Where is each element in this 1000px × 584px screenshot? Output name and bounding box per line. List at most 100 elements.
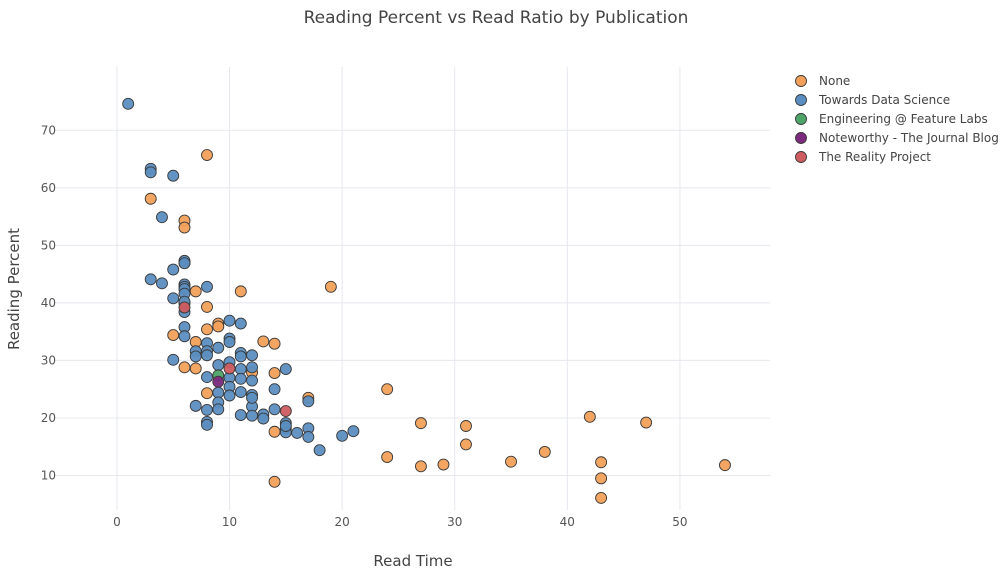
data-point[interactable]: [201, 323, 213, 336]
data-point[interactable]: [279, 420, 292, 432]
data-point[interactable]: [167, 329, 180, 342]
data-point[interactable]: [234, 372, 247, 385]
data-point[interactable]: [201, 149, 213, 161]
data-point[interactable]: [538, 445, 551, 458]
data-point[interactable]: [505, 455, 517, 468]
legend: None Towards Data Science Engineering @ Fe…: [795, 74, 999, 164]
legend-label: Engineering @ Feature Labs: [819, 112, 988, 126]
legend-label: The Reality Project: [818, 150, 931, 164]
data-point[interactable]: [246, 349, 258, 362]
legend-item[interactable]: The Reality Project: [795, 150, 932, 164]
data-point[interactable]: [189, 362, 202, 375]
data-point[interactable]: [156, 211, 168, 224]
data-point[interactable]: [268, 383, 281, 396]
data-point[interactable]: [414, 460, 427, 473]
data-point[interactable]: [414, 417, 427, 430]
data-point[interactable]: [246, 409, 258, 422]
data-point[interactable]: [257, 412, 270, 425]
data-point[interactable]: [144, 192, 157, 205]
data-point[interactable]: [234, 386, 247, 399]
data-point[interactable]: [595, 472, 608, 485]
data-point[interactable]: [302, 430, 315, 443]
data-point[interactable]: [268, 367, 281, 380]
legend-item[interactable]: Noteworthy - The Journal Blog: [795, 131, 999, 145]
legend-item[interactable]: Engineering @ Feature Labs: [795, 112, 988, 126]
data-point[interactable]: [212, 320, 225, 333]
data-point[interactable]: [167, 263, 180, 276]
x-tick-label: 40: [560, 515, 575, 529]
data-point[interactable]: [246, 374, 258, 387]
legend-marker: [795, 94, 807, 106]
data-point[interactable]: [313, 444, 326, 457]
y-tick-label: 70: [41, 123, 56, 137]
data-point[interactable]: [640, 416, 653, 429]
data-point[interactable]: [437, 458, 450, 471]
data-point[interactable]: [178, 301, 191, 314]
data-point[interactable]: [268, 425, 281, 438]
data-point[interactable]: [234, 409, 247, 422]
data-point[interactable]: [234, 350, 247, 363]
data-point[interactable]: [324, 280, 337, 293]
data-point[interactable]: [178, 221, 191, 234]
data-point[interactable]: [246, 361, 258, 374]
data-point[interactable]: [302, 395, 315, 408]
data-point[interactable]: [291, 426, 304, 439]
legend-marker: [795, 75, 807, 87]
data-point[interactable]: [144, 273, 157, 286]
data-point[interactable]: [189, 350, 202, 363]
data-point[interactable]: [268, 337, 281, 350]
data-point[interactable]: [223, 314, 236, 327]
legend-marker: [795, 113, 807, 125]
data-point[interactable]: [178, 361, 191, 374]
data-point[interactable]: [189, 399, 202, 412]
data-point[interactable]: [257, 335, 270, 348]
data-point[interactable]: [595, 456, 608, 469]
data-point[interactable]: [279, 405, 292, 417]
data-point[interactable]: [223, 336, 236, 348]
data-point[interactable]: [156, 277, 168, 290]
data-point[interactable]: [201, 371, 213, 384]
data-point[interactable]: [201, 403, 213, 416]
legend-item[interactable]: Towards Data Science: [795, 93, 951, 107]
x-tick-label: 10: [222, 515, 237, 529]
data-point[interactable]: [201, 300, 213, 313]
data-point[interactable]: [381, 383, 394, 396]
data-point[interactable]: [212, 359, 225, 371]
data-point[interactable]: [167, 169, 180, 182]
data-point[interactable]: [583, 410, 596, 423]
data-point[interactable]: [460, 420, 472, 432]
data-point[interactable]: [201, 387, 213, 400]
data-point[interactable]: [268, 475, 281, 488]
data-point[interactable]: [234, 317, 247, 330]
data-point[interactable]: [336, 429, 349, 442]
data-point[interactable]: [347, 425, 360, 438]
data-point[interactable]: [460, 438, 472, 451]
data-point[interactable]: [212, 403, 225, 416]
data-point[interactable]: [719, 459, 731, 472]
data-point[interactable]: [167, 353, 180, 366]
data-point[interactable]: [122, 97, 135, 110]
data-point[interactable]: [201, 418, 213, 431]
data-point[interactable]: [144, 166, 157, 179]
data-point[interactable]: [223, 362, 236, 375]
data-point[interactable]: [178, 257, 191, 270]
y-axis-title: Reading Percent: [5, 228, 23, 350]
legend-label: None: [819, 74, 850, 88]
data-point[interactable]: [246, 391, 258, 404]
data-point[interactable]: [381, 451, 394, 464]
data-point[interactable]: [268, 403, 281, 416]
data-point[interactable]: [201, 349, 213, 362]
data-points: [122, 97, 731, 504]
data-point[interactable]: [223, 389, 236, 402]
data-point[interactable]: [212, 375, 225, 388]
legend-item[interactable]: None: [795, 74, 851, 88]
data-point[interactable]: [167, 292, 180, 305]
legend-marker: [795, 151, 807, 163]
data-point[interactable]: [189, 285, 202, 298]
data-point[interactable]: [279, 363, 292, 375]
data-point[interactable]: [178, 330, 191, 343]
data-point[interactable]: [595, 491, 608, 504]
data-point[interactable]: [201, 280, 213, 293]
data-point[interactable]: [234, 285, 247, 298]
data-point[interactable]: [212, 341, 225, 354]
